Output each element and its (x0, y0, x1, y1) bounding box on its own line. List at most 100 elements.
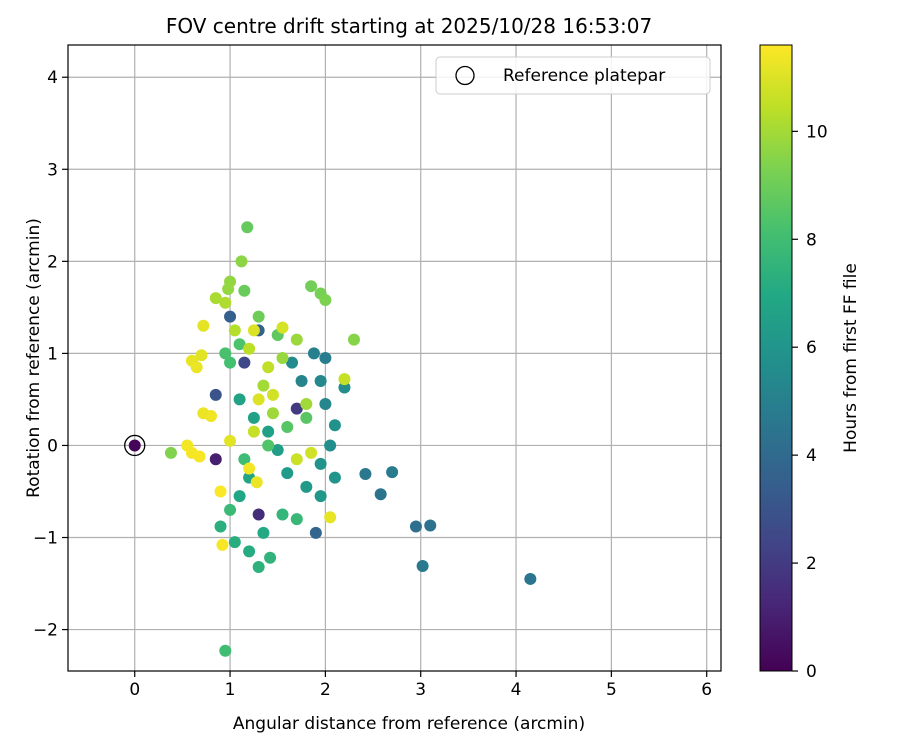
data-point (262, 439, 275, 452)
data-point (338, 381, 351, 394)
x-tick-label: 5 (606, 680, 617, 700)
x-tick-label: 4 (511, 680, 522, 700)
data-point (243, 342, 256, 355)
data-point (209, 453, 222, 466)
data-point (324, 439, 337, 452)
data-point (524, 572, 537, 585)
data-point (252, 310, 265, 323)
data-point (257, 526, 270, 539)
data-point (252, 560, 265, 573)
plot-frame (67, 44, 722, 672)
colorbar-tick-label: 4 (806, 446, 817, 466)
data-point (264, 551, 277, 564)
data-point (290, 513, 303, 526)
data-point (247, 411, 260, 424)
data-point (290, 333, 303, 346)
data-point (222, 282, 235, 295)
data-point (276, 352, 289, 364)
data-point (238, 453, 251, 466)
data-point (374, 488, 387, 501)
data-point (243, 545, 256, 558)
colorbar-label: Hours from first FF file (841, 263, 861, 453)
data-point (224, 310, 237, 323)
data-point (271, 444, 284, 457)
data-point (290, 453, 303, 466)
data-point (309, 526, 322, 539)
colorbar-tick-label: 8 (806, 230, 817, 250)
colorbar-ticks: 0 2 4 6 8 10 (792, 122, 828, 682)
data-point (224, 434, 237, 447)
data-point (128, 439, 141, 452)
data-point (281, 421, 294, 434)
chart-title: FOV centre drift starting at 2025/10/28 … (166, 14, 652, 38)
data-point (290, 402, 303, 415)
data-point (276, 321, 289, 334)
data-point (214, 485, 227, 498)
reference-point (124, 434, 146, 457)
data-point (197, 319, 210, 332)
data-point (195, 349, 208, 362)
colorbar-tick-label: 10 (806, 122, 828, 142)
legend-marker (455, 65, 475, 86)
data-point (238, 356, 251, 369)
legend-box (435, 56, 711, 95)
y-tick-label: 3 (47, 160, 58, 180)
y-tick-label: 0 (47, 436, 58, 456)
data-point (219, 296, 232, 309)
data-point (219, 347, 232, 360)
colorbar-tick-label: 2 (806, 554, 817, 574)
data-point (416, 560, 429, 573)
data-point (295, 375, 308, 388)
data-point (233, 393, 246, 406)
data-point (347, 333, 360, 346)
data-point (266, 388, 279, 401)
data-point (164, 446, 177, 459)
data-point (324, 511, 337, 524)
x-tick-label: 0 (129, 680, 140, 700)
x-axis-ticks: 0 1 2 3 4 5 6 (129, 671, 712, 700)
data-point (235, 255, 248, 268)
reference-ring (124, 434, 146, 457)
data-point (247, 324, 260, 337)
y-tick-label: −1 (33, 529, 58, 549)
data-point (307, 347, 320, 360)
data-point (286, 356, 299, 369)
data-point (300, 480, 313, 493)
data-point (233, 490, 246, 503)
data-point (276, 508, 289, 521)
data-point (328, 471, 341, 484)
data-point (300, 398, 313, 411)
data-point (228, 324, 241, 337)
data-point (216, 538, 229, 551)
x-tick-label: 1 (225, 680, 236, 700)
data-point (224, 356, 237, 369)
data-point (359, 467, 372, 480)
legend: Reference platepar (435, 56, 711, 95)
data-point (305, 280, 318, 293)
y-axis-ticks: −2 −1 0 1 2 3 4 (33, 68, 68, 641)
data-point (305, 446, 318, 459)
data-point (266, 407, 279, 420)
data-point (314, 375, 327, 388)
data-point (233, 338, 246, 351)
legend-label: Reference platepar (503, 66, 665, 86)
data-point (338, 373, 351, 386)
data-point (262, 361, 275, 374)
data-point (409, 520, 422, 533)
colorbar-tick-label: 6 (806, 338, 817, 358)
data-point (209, 292, 222, 305)
y-tick-label: 2 (47, 252, 58, 272)
data-point (252, 393, 265, 406)
data-point (319, 398, 332, 411)
data-point (300, 411, 313, 424)
y-tick-label: 1 (47, 344, 58, 364)
data-point (424, 519, 437, 532)
x-tick-label: 6 (701, 680, 712, 700)
data-point (247, 425, 260, 438)
data-point (319, 352, 332, 364)
data-point (209, 388, 222, 401)
data-point (228, 536, 241, 549)
data-point (190, 361, 203, 374)
data-point (314, 457, 327, 470)
